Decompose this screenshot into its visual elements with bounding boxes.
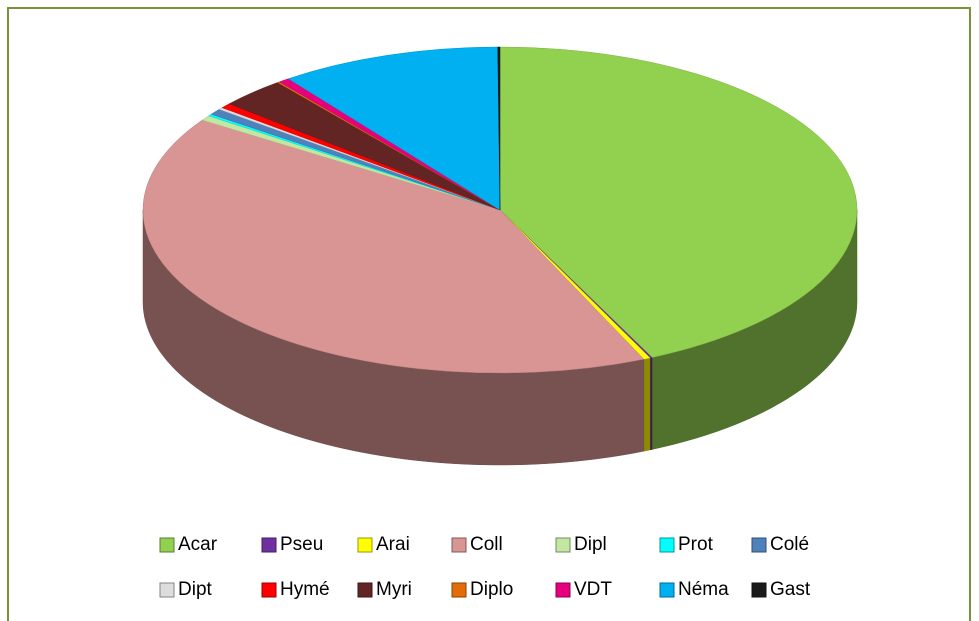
legend-swatch: [357, 537, 373, 553]
legend-label: Hymé: [280, 579, 330, 600]
legend-swatch: [261, 582, 277, 598]
legend-label: Myri: [376, 579, 412, 600]
legend-label: Gast: [770, 579, 811, 600]
legend-label: VDT: [574, 579, 612, 600]
legend-label: Dipt: [178, 579, 213, 600]
legend-swatch: [555, 537, 571, 553]
legend-label: Diplo: [470, 579, 513, 600]
legend-label: Néma: [678, 579, 729, 600]
legend-swatch: [659, 582, 675, 598]
legend-swatch: [261, 537, 277, 553]
legend-swatch: [451, 582, 467, 598]
pie-side: [643, 357, 651, 452]
legend-swatch: [159, 582, 175, 598]
legend-swatch: [751, 537, 767, 553]
legend-label: Arai: [376, 534, 410, 555]
legend-label: Prot: [678, 534, 714, 555]
legend-label: Acar: [178, 534, 218, 555]
legend-swatch: [751, 582, 767, 598]
pie-side: [649, 357, 653, 451]
legend-swatch: [159, 537, 175, 553]
legend-swatch: [357, 582, 373, 598]
pie-slice: [497, 46, 501, 211]
legend-swatch: [659, 537, 675, 553]
pie-slice: [142, 119, 645, 374]
legend-swatch: [555, 582, 571, 598]
legend-label: Pseu: [280, 534, 323, 555]
legend-label: Coll: [470, 534, 503, 555]
pie-slice: [499, 46, 858, 358]
legend-swatch: [451, 537, 467, 553]
legend-label: Colé: [770, 534, 809, 555]
pie-slice: [287, 46, 501, 211]
legend-label: Dipl: [574, 534, 607, 555]
